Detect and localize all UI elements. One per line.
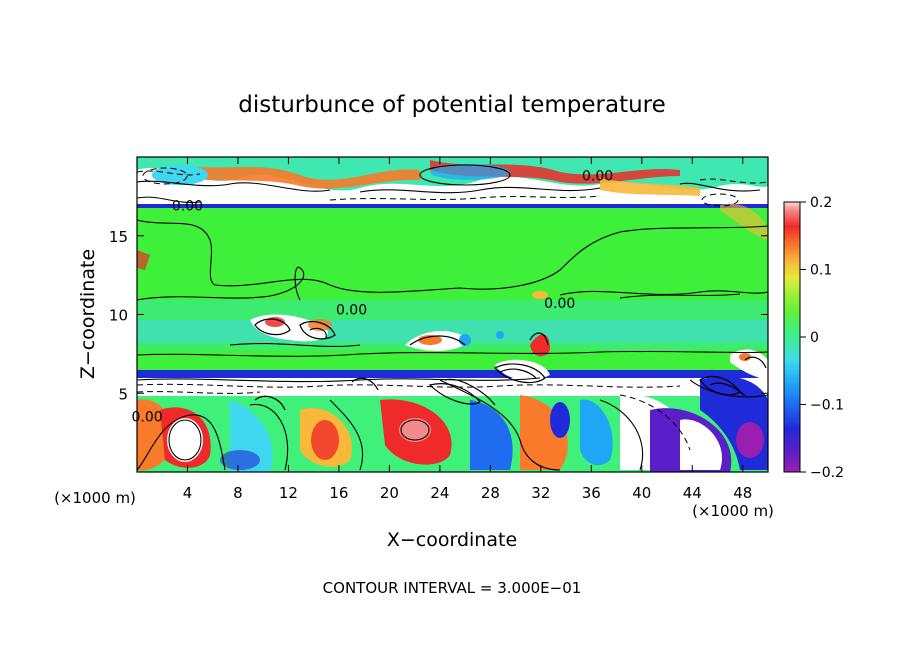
y-axis-label: Z−coordinate (77, 249, 99, 379)
x-tick-label: 24 (430, 484, 449, 502)
x-unit-right: (×1000 m) (692, 502, 774, 520)
contour-field (137, 157, 768, 472)
y-tick-label: 10 (109, 307, 128, 325)
colorbar-tick-label: 0 (810, 330, 819, 346)
y-tick-label: 15 (109, 228, 128, 246)
colorbar-tick-label: 0.1 (810, 263, 832, 279)
colorbar-tick-label: −0.1 (810, 398, 844, 414)
contour-label: 0.00 (132, 410, 163, 426)
x-axis-label: X−coordinate (387, 529, 517, 551)
negative-contours (137, 167, 768, 451)
x-tick-label: 44 (683, 484, 702, 502)
contour-lines (137, 164, 768, 471)
x-tick-label: 16 (329, 484, 348, 502)
x-tick-label: 32 (531, 484, 550, 502)
contour-clusters (254, 318, 767, 411)
colorbar-ticks: 0.2 0.1 0 −0.1 −0.2 (800, 195, 844, 481)
contour-label: 0.00 (582, 169, 613, 185)
x-tick-label: 40 (632, 484, 651, 502)
contour-interval-note: CONTOUR INTERVAL = 3.000E−01 (323, 579, 582, 597)
y-axis: 5 10 15 (109, 228, 768, 403)
x-tick-label: 12 (279, 484, 298, 502)
colorbar-tick-label: 0.2 (810, 195, 832, 211)
contour-labels: 0.00 0.00 0.00 0.00 0.00 (132, 169, 614, 426)
x-axis: 4 8 12 16 20 24 28 32 36 40 44 48 (183, 157, 752, 502)
x-tick-label: 28 (481, 484, 500, 502)
x-tick-label: 48 (733, 484, 752, 502)
chart-title: disturbunce of potential temperature (238, 92, 666, 118)
y-tick-label: 5 (118, 385, 128, 403)
contour-label: 0.00 (172, 199, 203, 215)
x-tick-label: 8 (233, 484, 243, 502)
x-tick-label: 4 (183, 484, 193, 502)
colorbar (783, 201, 801, 473)
x-tick-label: 20 (380, 484, 399, 502)
colorbar-tick-label: −0.2 (810, 465, 844, 481)
x-tick-label: 36 (582, 484, 601, 502)
contour-label: 0.00 (336, 303, 367, 319)
x-unit-left: (×1000 m) (54, 489, 136, 507)
contour-label: 0.00 (544, 296, 575, 312)
